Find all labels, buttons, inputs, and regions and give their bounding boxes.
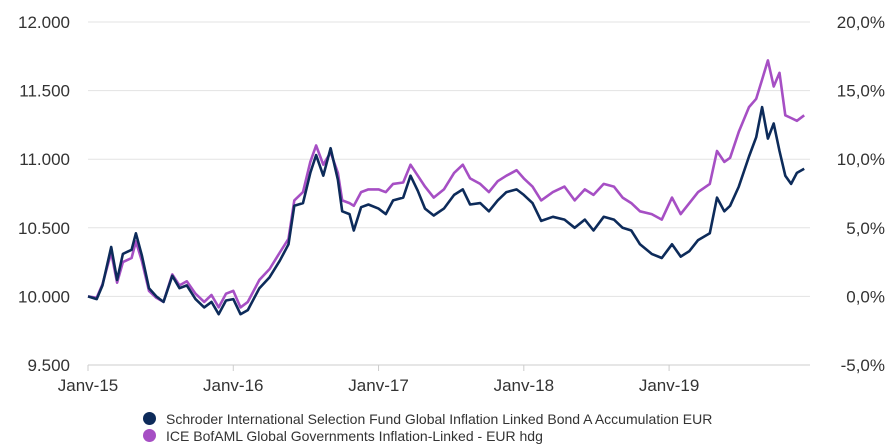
y-tick-label-right: 5,0% — [846, 219, 885, 238]
series-line-fund — [87, 105, 805, 316]
x-tick-label: Janv-19 — [639, 376, 699, 395]
y-tick-label-left: 11.000 — [19, 150, 70, 169]
y-tick-label-left: 10.500 — [18, 219, 70, 238]
y-tick-label-right: 0,0% — [846, 287, 885, 306]
line-chart: 9.500 10.000 10.500 11.000 11.500 12.000 -5,0… — [18, 13, 885, 395]
legend: Schroder International Selection Fund Gl… — [143, 410, 883, 444]
y-tick-label-left: 10.000 — [18, 287, 70, 306]
gridlines — [88, 21, 810, 297]
x-tick-label: Janv-15 — [58, 376, 118, 395]
series-line-benchmark — [87, 59, 805, 309]
series-lines — [87, 59, 805, 316]
y-tick-label-right: 20,0% — [837, 13, 885, 32]
legend-label-fund: Schroder International Selection Fund Gl… — [166, 410, 713, 427]
legend-item-fund: Schroder International Selection Fund Gl… — [143, 410, 883, 427]
x-tick-label: Janv-17 — [348, 376, 408, 395]
y-tick-label-right: 15,0% — [837, 82, 885, 101]
y-tick-label-left: 11.500 — [19, 82, 70, 101]
y-tick-label-left: 12.000 — [18, 13, 70, 32]
right-axis-ticks: -5,0% 0,0% 5,0% 10,0% 15,0% 20,0% — [837, 13, 885, 375]
legend-dot-benchmark — [143, 429, 156, 442]
y-tick-label-right: -5,0% — [841, 356, 885, 375]
legend-label-benchmark: ICE BofAML Global Governments Inflation-… — [166, 427, 543, 444]
left-axis-ticks: 9.500 10.000 10.500 11.000 11.500 12.000 — [18, 13, 70, 375]
y-tick-label-right: 10,0% — [837, 150, 885, 169]
legend-item-benchmark: ICE BofAML Global Governments Inflation-… — [143, 427, 883, 444]
x-tick-label: Janv-16 — [203, 376, 263, 395]
legend-dot-fund — [143, 412, 156, 425]
x-axis-ticks: Janv-15 Janv-16 Janv-17 Janv-18 Janv-19 — [58, 365, 699, 395]
x-tick-label: Janv-18 — [494, 376, 554, 395]
y-tick-label-left: 9.500 — [27, 356, 70, 375]
